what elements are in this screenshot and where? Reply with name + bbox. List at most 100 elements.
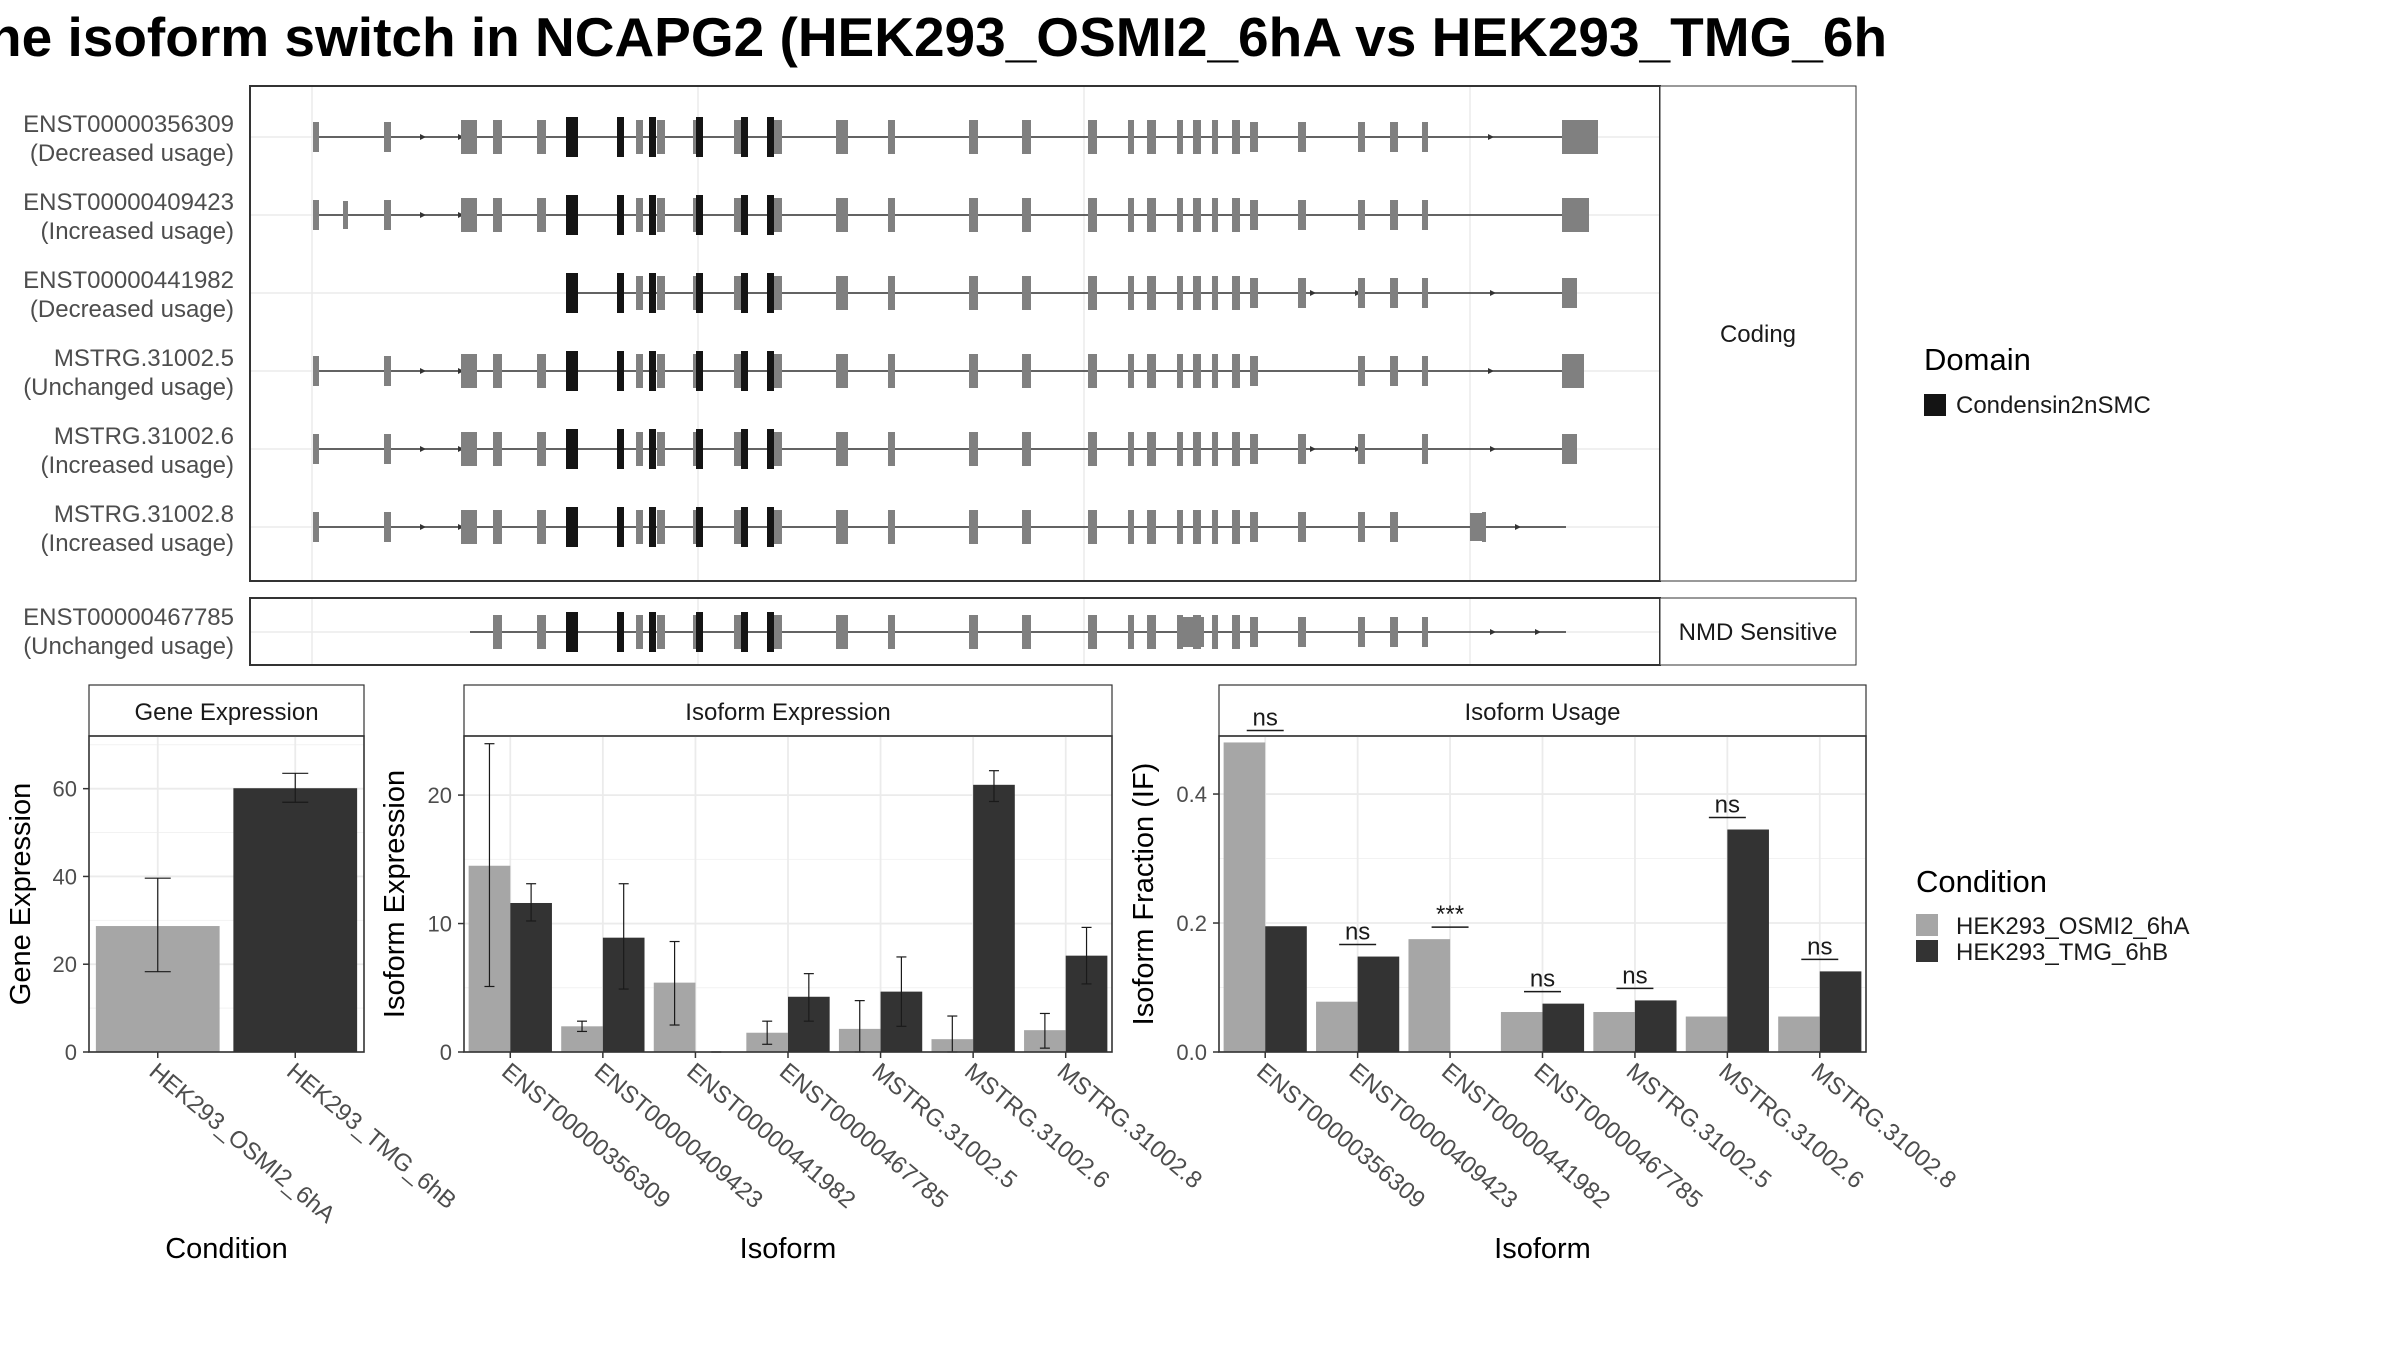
condition-legend-key-b — [1916, 940, 1938, 962]
exon — [1193, 432, 1201, 466]
strand-arrow — [1310, 290, 1316, 296]
exon — [493, 432, 502, 466]
condition-legend-title: Condition — [1916, 864, 2047, 899]
exon — [774, 276, 782, 310]
domain-exon — [696, 612, 703, 652]
exon — [1250, 356, 1258, 386]
exon — [1390, 617, 1398, 647]
exon — [657, 120, 665, 154]
strand-arrow — [1488, 134, 1494, 140]
significance-label: ns — [1807, 933, 1832, 960]
transcript-usage-label: (Decreased usage) — [30, 296, 234, 323]
exon — [888, 120, 895, 154]
y-tick-label: 20 — [428, 783, 452, 808]
exon — [1470, 513, 1482, 541]
panel-title: Isoform Usage — [1464, 699, 1620, 726]
exon — [1232, 432, 1240, 466]
exon — [657, 510, 665, 544]
exon — [734, 354, 741, 388]
exon — [1212, 432, 1218, 466]
nmd-strip-label: NMD Sensitive — [1679, 619, 1838, 646]
exon — [734, 276, 741, 310]
exon — [1022, 354, 1031, 388]
exon — [1022, 615, 1031, 649]
bar — [1634, 1000, 1677, 1052]
exon — [1088, 276, 1097, 310]
exon — [1298, 200, 1306, 230]
domain-exon — [566, 612, 578, 652]
exon — [461, 510, 477, 544]
exon — [734, 198, 741, 232]
condition-legend-key-a — [1916, 914, 1938, 936]
exon — [836, 615, 848, 649]
domain-exon — [696, 507, 703, 547]
transcript-usage-label: (Decreased usage) — [30, 140, 234, 167]
exon — [657, 354, 665, 388]
exon — [461, 432, 477, 466]
domain-exon — [566, 351, 578, 391]
strand-arrow — [1310, 446, 1316, 452]
domain-exon — [767, 351, 774, 391]
bar — [1685, 1016, 1728, 1052]
significance-label: ns — [1715, 792, 1740, 819]
y-tick-label: 0.4 — [1176, 782, 1207, 807]
exon — [1250, 617, 1258, 647]
domain-exon — [617, 429, 624, 469]
domain-exon — [566, 507, 578, 547]
exon — [636, 198, 643, 232]
exon — [537, 198, 546, 232]
exon — [1390, 356, 1398, 386]
exon — [734, 510, 741, 544]
bar — [1819, 971, 1862, 1052]
transcript-label: MSTRG.31002.6 — [54, 423, 234, 450]
bar — [233, 788, 358, 1052]
transcript-label: MSTRG.31002.8 — [54, 501, 234, 528]
domain-exon — [649, 429, 656, 469]
domain-exon — [617, 507, 624, 547]
exon — [1088, 120, 1097, 154]
y-tick-label: 0 — [440, 1040, 452, 1065]
exon — [969, 198, 978, 232]
strand-arrow — [420, 134, 426, 140]
domain-exon — [696, 195, 703, 235]
condition-legend: Condition HEK293_OSMI2_6hA HEK293_TMG_6h… — [1916, 864, 2189, 966]
exon — [836, 198, 848, 232]
exon — [493, 120, 502, 154]
domain-exon — [617, 195, 624, 235]
exon — [734, 432, 741, 466]
transcript-usage-label: (Increased usage) — [41, 218, 234, 245]
exon — [1177, 120, 1183, 154]
domain-exon — [617, 612, 624, 652]
exon — [1212, 510, 1218, 544]
exon — [1183, 617, 1204, 647]
strand-arrow — [1535, 629, 1541, 635]
domain-exon — [696, 351, 703, 391]
transcript-structure — [313, 429, 1577, 469]
bar — [1593, 1012, 1635, 1052]
exon — [969, 120, 978, 154]
x-tick-label: ENST00000409423 — [589, 1058, 768, 1214]
exon — [836, 510, 848, 544]
exon — [493, 510, 502, 544]
exon — [1390, 122, 1398, 152]
exon — [1232, 198, 1240, 232]
exon — [1562, 434, 1577, 464]
exon — [537, 432, 546, 466]
strand-arrow — [1490, 446, 1496, 452]
coding-strip-label: Coding — [1720, 321, 1796, 348]
bar — [1408, 939, 1451, 1052]
exon — [1562, 354, 1584, 388]
exon — [313, 200, 319, 230]
transcript-structure — [313, 195, 1589, 235]
exon — [1177, 432, 1183, 466]
exon — [734, 120, 741, 154]
exon — [1422, 617, 1428, 647]
exon — [1232, 615, 1240, 649]
exon — [1562, 198, 1589, 232]
exon — [888, 198, 895, 232]
exon — [1422, 122, 1428, 152]
strand-arrow — [1490, 629, 1496, 635]
bar — [1316, 1001, 1358, 1052]
domain-exon — [566, 117, 578, 157]
domain-exon — [741, 195, 748, 235]
